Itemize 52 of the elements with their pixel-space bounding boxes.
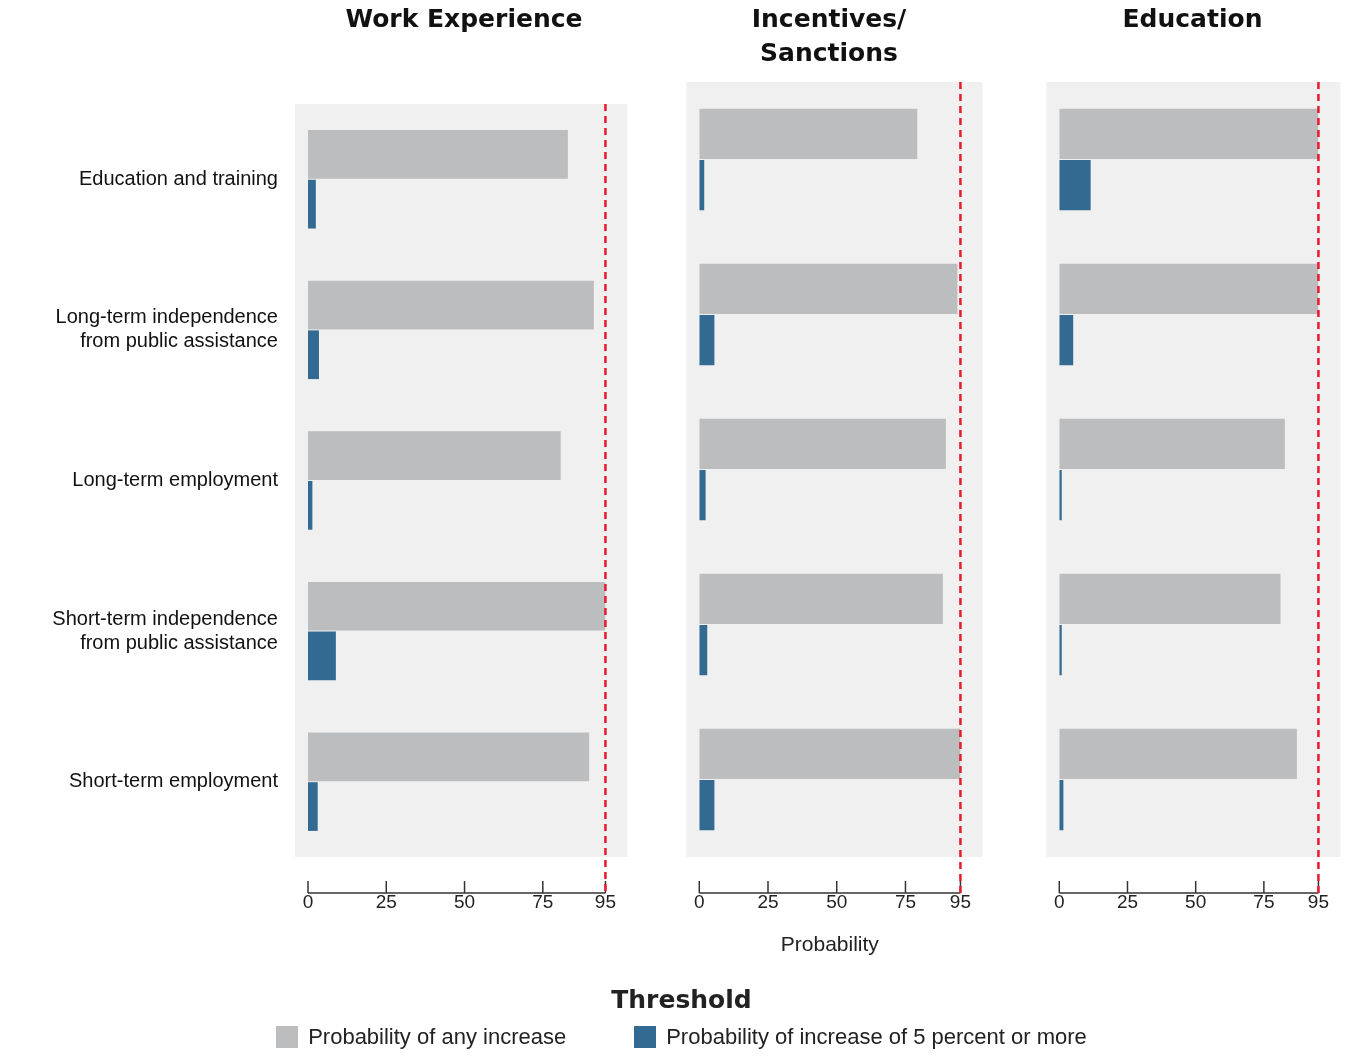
x-tick-label: 25 [757,890,779,912]
legend-title: Threshold [610,985,753,1014]
x-tick-label: 0 [693,890,705,912]
x-tick-label: 50 [1185,890,1207,912]
bar [1059,573,1281,624]
legend-label: Probability of any increase [308,1024,567,1050]
x-tick-label: 0 [302,890,314,912]
y-tick-label: Short-term independence from public assistance [52,606,278,653]
y-tick-label: Long-term independence from public assistance [55,305,278,352]
bar [699,315,715,366]
x-tick-label: 0 [1053,890,1065,912]
x-tick-label: 95 [594,890,616,912]
bar [699,780,715,831]
bar [308,330,319,380]
x-tick-label: 50 [826,890,848,912]
y-tick-label: Short-term employment [69,769,279,792]
bar [1059,315,1074,366]
y-tick-label: Long-term employment [72,468,279,491]
bar [1059,108,1319,159]
chart-title: Education [1121,3,1264,35]
bar [699,573,943,624]
x-tick-label: 95 [949,890,971,912]
bar [308,431,561,480]
x-tick-label: 75 [1253,890,1275,912]
x-tick-label: 25 [1116,890,1139,912]
x-axis-title: Probability [780,932,880,956]
chart-title: Work Experience [344,3,584,35]
x-tick-label: 75 [894,890,917,912]
legend-label: Probability of increase of 5 percent or more [666,1024,1087,1050]
bar [308,581,606,631]
x-tick-label: 95 [1307,890,1329,912]
bar [308,179,316,229]
bar [699,418,946,469]
bar [308,631,336,681]
bar [699,263,958,314]
bar [308,481,313,530]
bar [699,108,918,159]
bar [308,130,568,179]
bar [308,732,590,782]
bar [308,280,594,330]
x-tick-label: 25 [375,890,397,912]
x-tick-label: 75 [532,890,554,912]
y-tick-label: Education and training [78,166,278,189]
bar [699,470,706,521]
bar [699,728,961,779]
bar [1059,728,1297,779]
bar [1059,160,1091,211]
x-tick-label: 50 [453,890,476,912]
bar [308,782,318,831]
bar [1059,263,1319,314]
chart-title: Incentives/ Sanctions [750,3,908,69]
bar [1059,418,1285,469]
